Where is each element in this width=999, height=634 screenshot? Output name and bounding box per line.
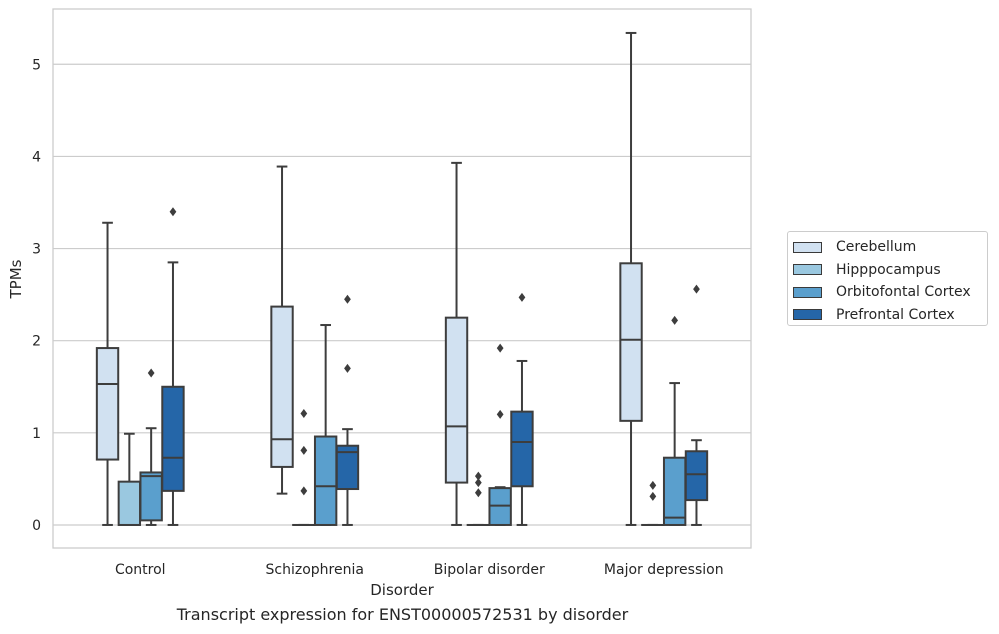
plot-frame [52,8,752,549]
box-body [662,456,687,526]
y-tick-label: 4 [32,149,41,165]
box-body [335,444,360,491]
box-body [117,480,142,526]
legend-label: Orbitofontal Cortex [836,284,971,301]
box-body [270,305,294,468]
outlier-marker [496,343,504,353]
legend-swatch [793,264,822,276]
box-body [139,471,163,522]
legend-item: Cerebellum [793,236,987,259]
outlier-marker [147,368,155,378]
outlier-marker [649,491,657,501]
box-body [619,262,643,422]
box-body [313,435,338,526]
y-tick-label: 5 [32,57,41,73]
box-2-0 [139,368,163,526]
plot-area [53,9,751,548]
y-tick-label: 3 [32,242,41,258]
outlier-marker [649,480,657,490]
box-2-2 [488,343,512,526]
box-body [510,410,534,488]
outlier-marker [518,292,526,302]
box-3-2 [510,292,534,526]
box-0-3 [619,31,643,526]
outlier-marker [169,207,177,217]
y-tick-labels: 0 1 2 3 4 5 [32,57,41,534]
y-tick-label: 2 [32,334,41,350]
y-tick-label: 0 [32,518,41,534]
y-axis-label: TPMs [7,259,25,299]
legend-label: Cerebellum [836,239,917,256]
box-1-0 [117,432,142,526]
x-tick-labels: Control Schizophrenia Bipolar disorder Majo… [115,562,724,578]
box-body [684,450,709,502]
x-tick-label: Control [115,562,166,578]
box-series [95,31,709,526]
box-body [161,385,185,492]
legend-item: Hipppocampus [793,259,987,282]
outlier-marker [300,408,308,418]
x-axis-label: Disorder [370,581,434,599]
outlier-marker [693,284,700,294]
x-tick-label: Schizophrenia [266,562,364,578]
outlier-marker [474,488,482,498]
legend-label: Prefrontal Cortex [836,306,955,323]
x-tick-label: Bipolar disorder [434,562,545,578]
box-2-3 [662,315,687,526]
box-2-1 [313,324,338,526]
outlier-marker [671,315,679,325]
box-0-0 [95,221,120,526]
outlier-marker [474,471,482,481]
box-0-1 [270,165,294,495]
x-tick-label: Major depression [604,562,724,578]
outlier-marker [344,363,351,373]
legend-swatch [793,241,822,253]
legend-swatch [793,309,822,321]
outlier-marker [474,478,482,488]
outlier-marker [300,445,308,455]
legend: Cerebellum Hipppocampus Orbitofontal Corte… [787,231,988,326]
legend-label: Hipppocampus [836,261,941,278]
box-3-3 [684,284,709,526]
legend-item: Prefrontal Cortex [793,304,987,327]
outlier-marker [344,294,351,304]
box-3-0 [161,207,185,526]
box-3-1 [335,294,360,526]
box-0-2 [444,161,469,526]
legend-item: Orbitofontal Cortex [793,281,987,304]
box-body [95,347,120,461]
legend-swatch [793,286,822,298]
y-tick-label: 1 [32,426,41,442]
outlier-marker [300,486,308,496]
chart-caption: Transcript expression for ENST0000057253… [176,605,629,624]
box-body [444,316,469,484]
box-1-1 [292,408,316,526]
outlier-marker [496,409,504,419]
